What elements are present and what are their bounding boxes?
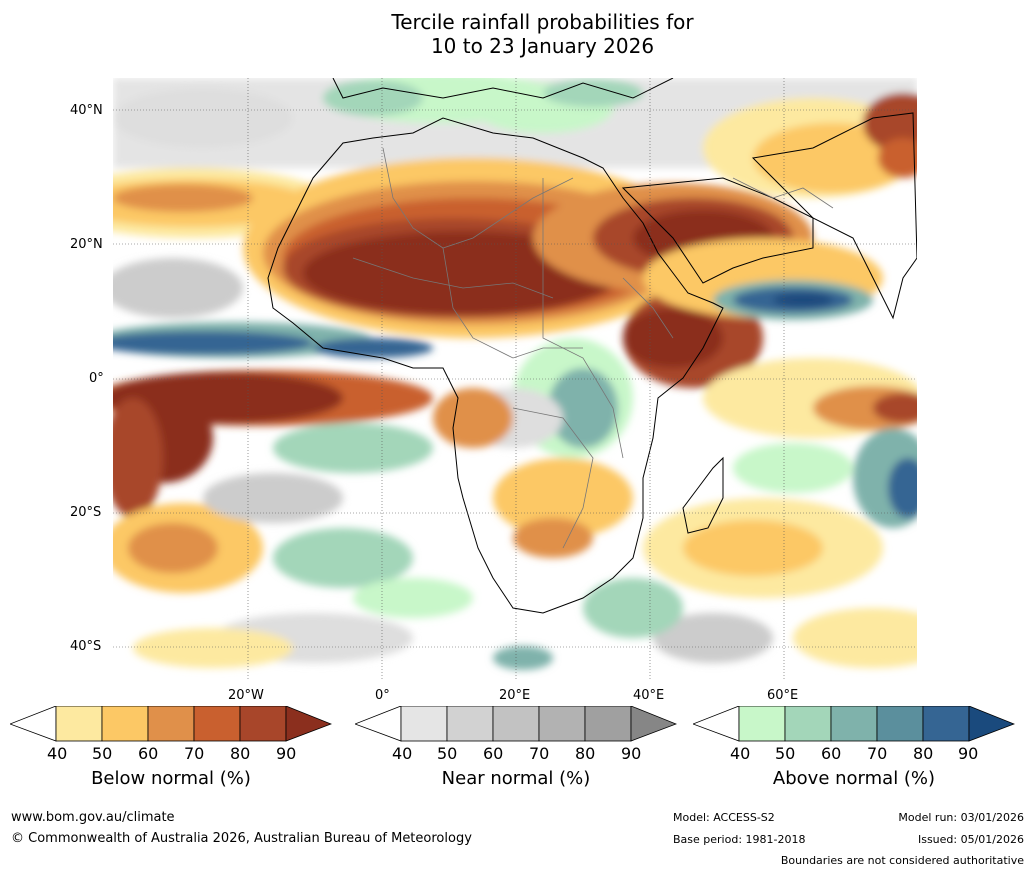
- title-line-2: 10 to 23 January 2026: [430, 34, 655, 58]
- cbar-above-swatch-1: [738, 706, 786, 742]
- cbar-near-swatch-5: [584, 706, 632, 742]
- website-link[interactable]: www.bom.gov.au/climate: [11, 810, 175, 825]
- cbar-below-tick-90: 90: [276, 744, 297, 763]
- boundaries-disclaimer: Boundaries are not considered authoritat…: [780, 854, 1024, 867]
- colorbar-near-normal-scale: [355, 706, 677, 742]
- lon-label-60e: 60°E: [767, 688, 799, 703]
- graticule: [113, 78, 917, 680]
- model-name: Model: ACCESS-S2: [673, 811, 775, 824]
- cbar-below-tick-50: 50: [92, 744, 113, 763]
- colorbar-below-normal-scale: [10, 706, 332, 742]
- lat-label-20n: 20°N: [70, 237, 103, 252]
- cbar-near-tick-80: 80: [575, 744, 596, 763]
- cbar-above-swatch-2: [784, 706, 832, 742]
- cbar-below-tick-60: 60: [138, 744, 159, 763]
- lon-label-40e: 40°E: [633, 688, 665, 703]
- cbar-below-tick-70: 70: [184, 744, 205, 763]
- cbar-near-tick-90: 90: [621, 744, 642, 763]
- cbar-near-tick-50: 50: [437, 744, 458, 763]
- cbar-above-tick-80: 80: [913, 744, 934, 763]
- lat-label-20s: 20°S: [70, 505, 102, 520]
- model-run-date: Model run: 03/01/2026: [898, 811, 1024, 824]
- cbar-above-tick-70: 70: [867, 744, 888, 763]
- cbar-above-swatch-0: [693, 706, 740, 742]
- copyright-text: © Commonwealth of Australia 2026, Austra…: [11, 831, 472, 846]
- colorbar-above-normal-scale: [693, 706, 1015, 742]
- cbar-near-swatch-0: [355, 706, 402, 742]
- lon-label-20w: 20°W: [228, 688, 264, 703]
- map-title: Tercile rainfall probabilities for 10 to…: [0, 10, 1035, 58]
- cbar-above-swatch-5: [922, 706, 970, 742]
- rainfall-probability-map: [53, 73, 953, 680]
- coastlines: [267, 77, 918, 614]
- cbar-below-swatch-4: [193, 706, 241, 742]
- issued-date: Issued: 05/01/2026: [917, 833, 1024, 846]
- cbar-near-swatch-2: [446, 706, 494, 742]
- lat-label-equator: 0°: [89, 371, 104, 386]
- country-borders: [352, 147, 834, 549]
- lat-label-40n: 40°N: [70, 103, 103, 118]
- lon-label-20e: 20°E: [499, 688, 531, 703]
- lat-label-40s: 40°S: [70, 639, 102, 654]
- map-canvas: [53, 73, 953, 680]
- cbar-near-tick-60: 60: [483, 744, 504, 763]
- cbar-above-tick-50: 50: [775, 744, 796, 763]
- cbar-above-swatch-3: [830, 706, 878, 742]
- cbar-above-swatch-6: [968, 706, 1015, 742]
- base-period: Base period: 1981-2018: [673, 833, 806, 846]
- cbar-below-tick-80: 80: [230, 744, 251, 763]
- cbar-above-tick-90: 90: [958, 744, 979, 763]
- cbar-near-tick-70: 70: [529, 744, 550, 763]
- cbar-above-swatch-4: [876, 706, 924, 742]
- cbar-below-swatch-0: [10, 706, 57, 742]
- cbar-below-swatch-5: [239, 706, 287, 742]
- cbar-near-swatch-4: [538, 706, 586, 742]
- cbar-near-swatch-3: [492, 706, 540, 742]
- cbar-near-title: Near normal (%): [441, 768, 591, 789]
- cbar-near-swatch-6: [630, 706, 677, 742]
- lon-label-0: 0°: [375, 688, 390, 703]
- cbar-below-tick-40: 40: [47, 744, 68, 763]
- cbar-near-swatch-1: [400, 706, 448, 742]
- cbar-below-swatch-2: [101, 706, 149, 742]
- cbar-above-tick-60: 60: [821, 744, 842, 763]
- title-line-1: Tercile rainfall probabilities for: [391, 10, 694, 34]
- cbar-below-swatch-3: [147, 706, 195, 742]
- cbar-near-tick-40: 40: [392, 744, 413, 763]
- cbar-below-swatch-1: [55, 706, 103, 742]
- cbar-below-title: Below normal (%): [91, 768, 251, 789]
- cbar-below-swatch-6: [285, 706, 332, 742]
- cbar-above-tick-40: 40: [730, 744, 751, 763]
- probability-field: [53, 73, 953, 670]
- cbar-above-title: Above normal (%): [772, 768, 936, 789]
